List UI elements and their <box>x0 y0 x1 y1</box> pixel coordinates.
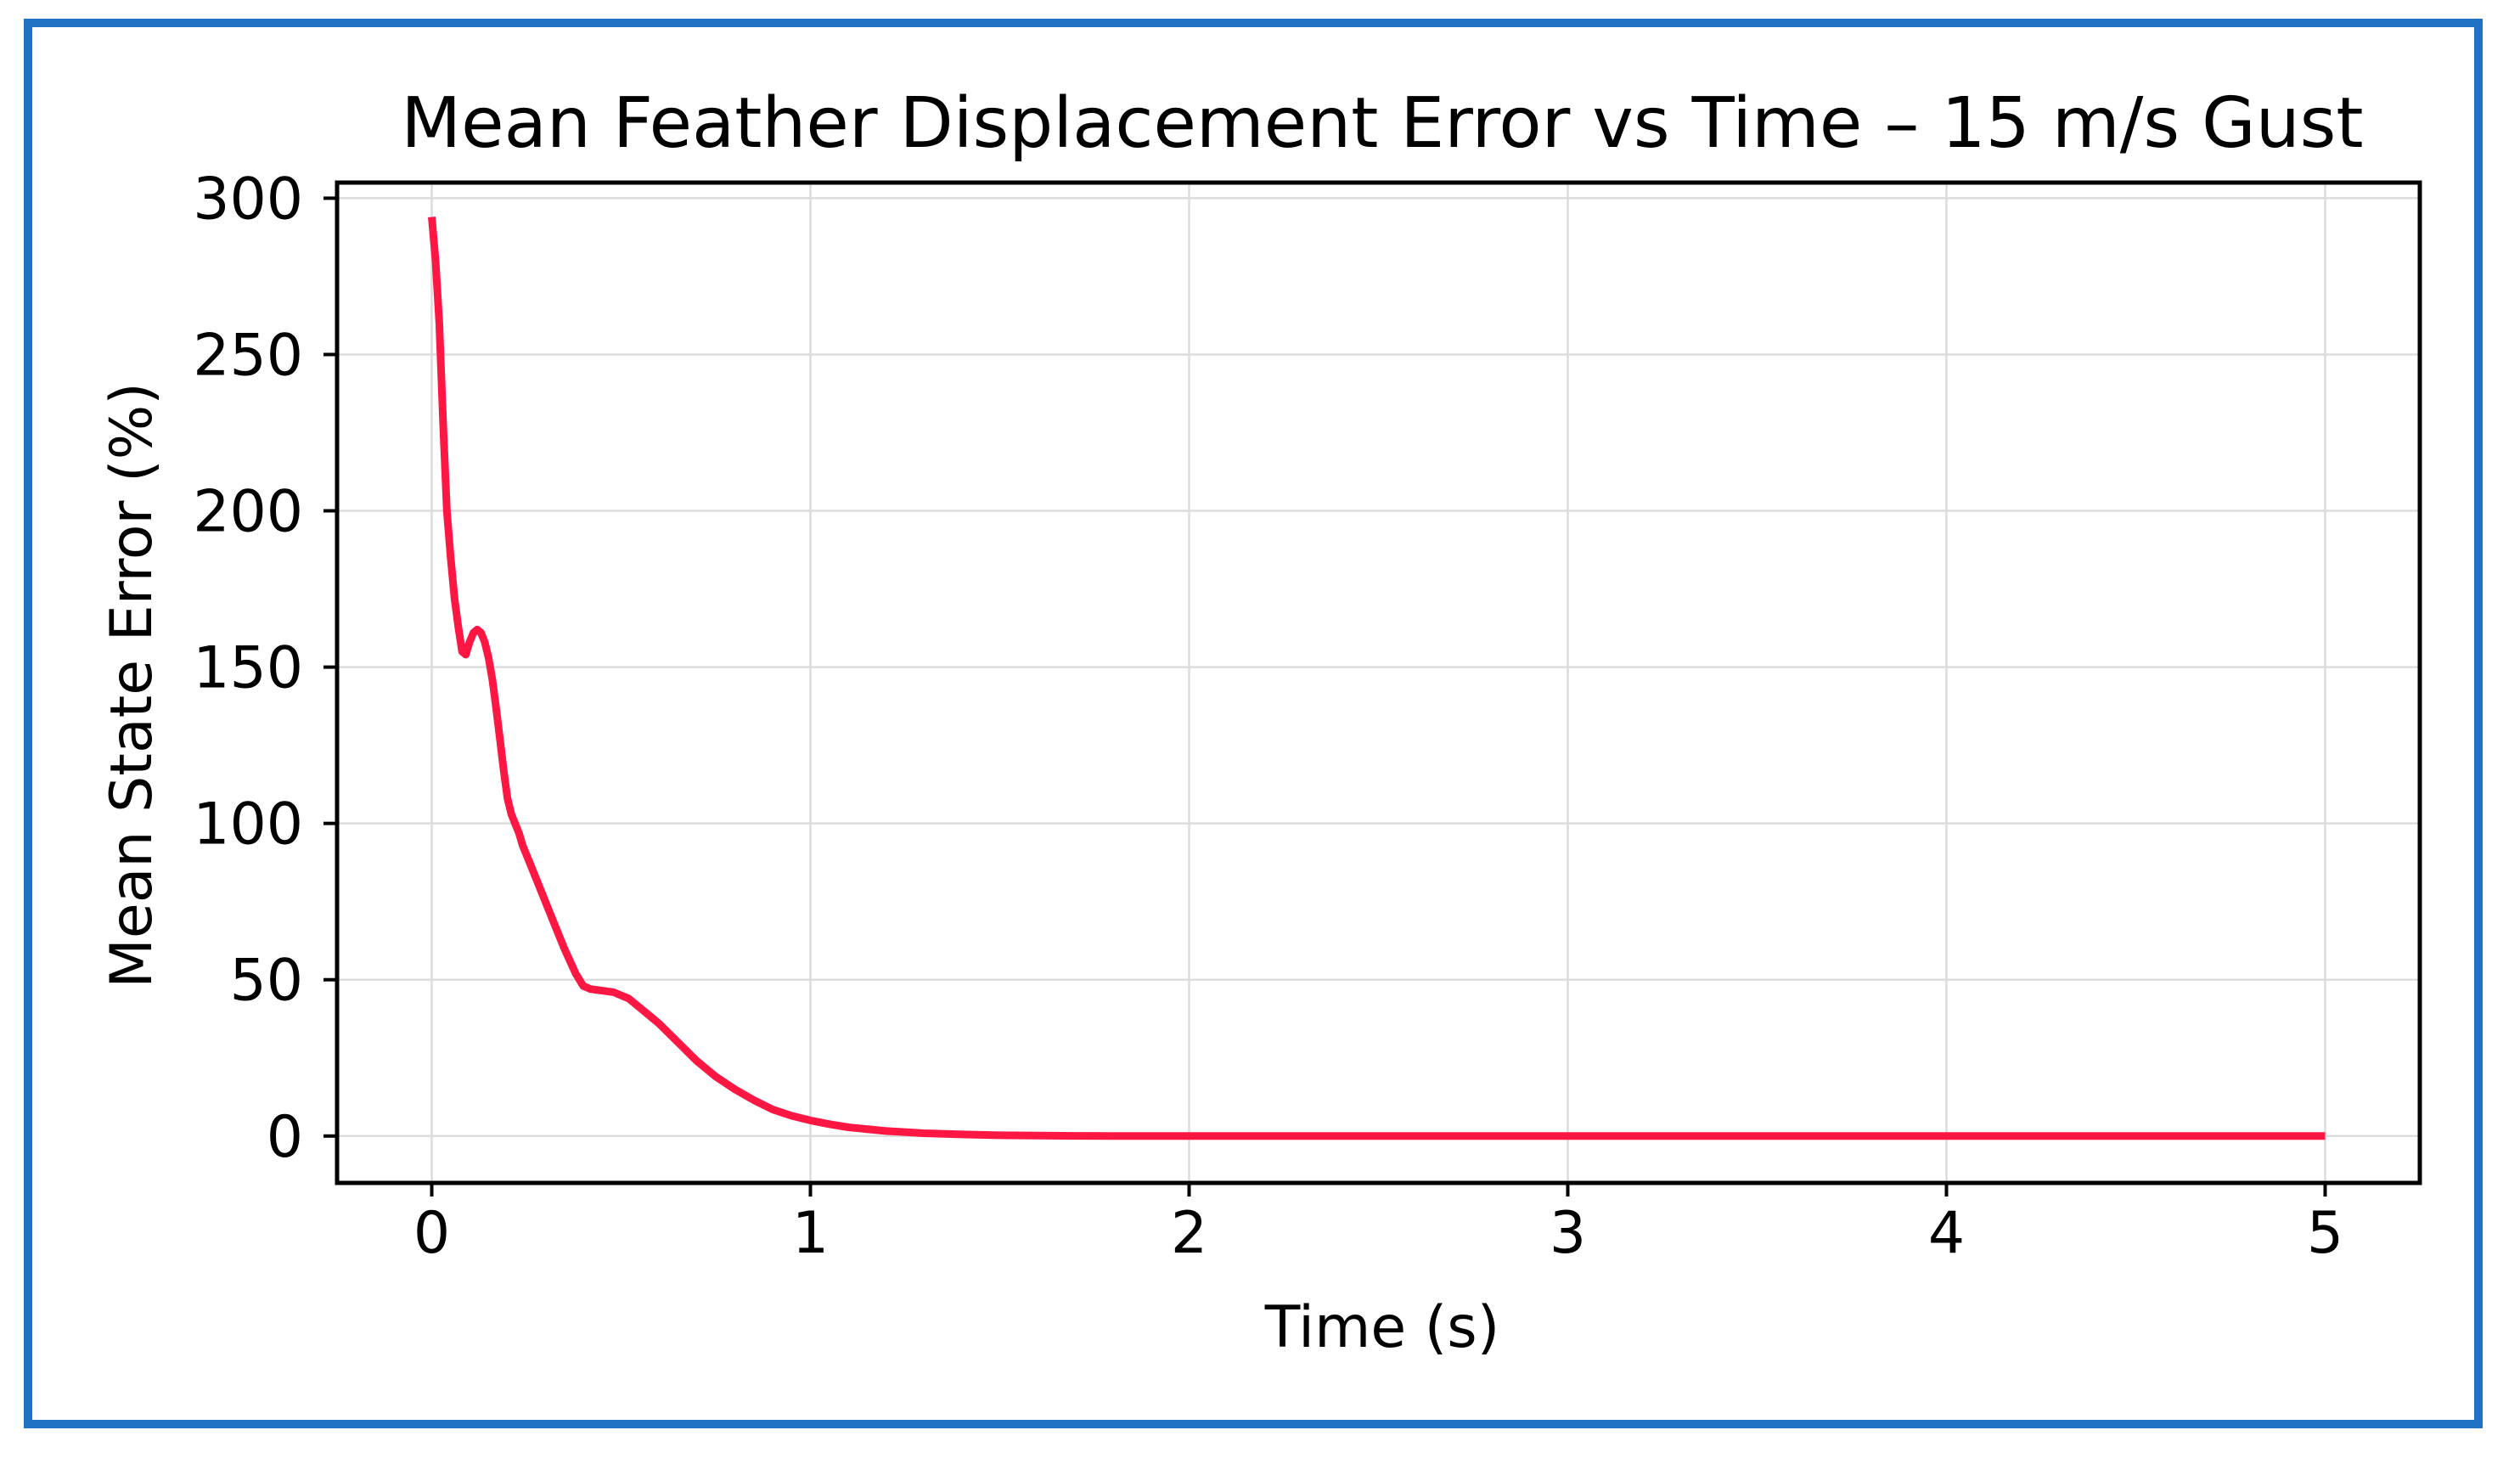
x-tick-label: 5 <box>2307 1200 2343 1267</box>
plot-area <box>335 180 2422 1185</box>
y-tick-label: 100 <box>193 791 303 859</box>
x-tick-label: 0 <box>413 1200 450 1267</box>
y-tick-label: 300 <box>193 166 303 233</box>
y-tick-label: 50 <box>229 948 303 1015</box>
x-tick-label: 4 <box>1928 1200 1965 1267</box>
x-tick-label: 1 <box>792 1200 829 1267</box>
x-tick-label: 3 <box>1550 1200 1586 1267</box>
y-tick-label: 0 <box>267 1104 303 1171</box>
chart-title: Mean Feather Displacement Error vs Time … <box>401 83 2363 164</box>
series-line <box>428 217 2326 1140</box>
series-layer <box>428 217 2326 1140</box>
y-axis-label: Mean State Error (%) <box>98 382 166 988</box>
x-tick-label: 2 <box>1171 1200 1207 1267</box>
x-axis: 0 1 2 3 4 5 <box>413 1183 2343 1267</box>
y-axis: 0 50 100 150 200 250 300 <box>193 166 337 1171</box>
grid <box>337 183 2420 1183</box>
y-tick-label: 150 <box>193 635 303 702</box>
y-tick-label: 200 <box>193 479 303 546</box>
x-axis-label: Time (s) <box>1264 1294 1500 1361</box>
y-tick-label: 250 <box>193 322 303 389</box>
